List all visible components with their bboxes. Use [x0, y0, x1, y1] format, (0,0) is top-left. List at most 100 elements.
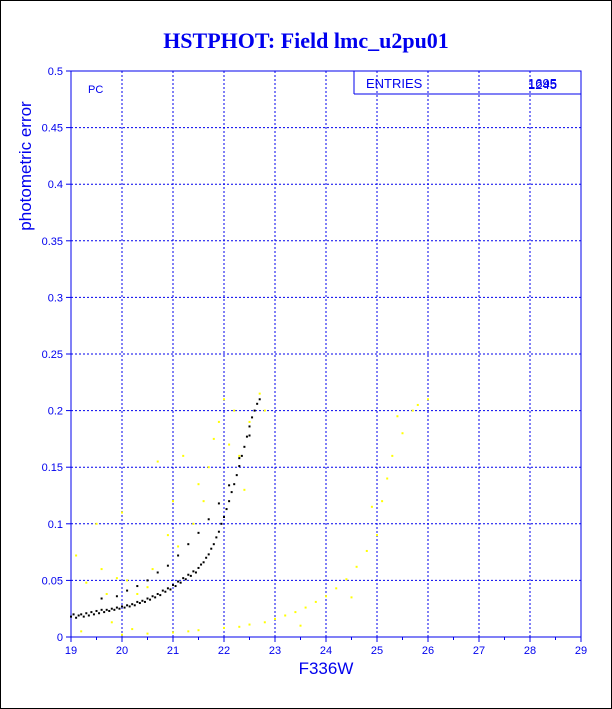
data-point-black — [156, 571, 159, 574]
data-point-black — [238, 465, 241, 468]
data-point-black — [131, 603, 134, 606]
data-point-black — [85, 612, 88, 615]
data-point-black — [118, 607, 121, 610]
data-point-yellow — [197, 483, 200, 486]
chart-title: HSTPHOT: Field lmc_u2pu01 — [163, 28, 449, 53]
x-tick-label: 26 — [422, 645, 434, 657]
data-point-yellow — [299, 624, 302, 627]
data-point-black — [233, 483, 236, 486]
data-point-yellow — [223, 626, 225, 629]
data-point-black — [77, 614, 80, 617]
data-point-black — [200, 563, 203, 566]
data-point-yellow — [172, 631, 174, 634]
data-point-yellow — [258, 392, 261, 395]
data-point-black — [225, 508, 228, 511]
data-point-yellow — [228, 443, 231, 446]
data-point-black — [115, 595, 118, 598]
data-point-yellow — [80, 630, 83, 633]
data-point-black — [169, 588, 172, 591]
scatter-points — [70, 392, 429, 636]
data-point-yellow — [100, 568, 103, 571]
data-point-yellow — [248, 623, 251, 626]
x-tick-label: 28 — [524, 645, 536, 657]
data-point-black — [146, 579, 149, 582]
data-point-yellow — [166, 534, 169, 537]
tick-marks — [66, 70, 582, 642]
data-point-black — [136, 600, 139, 603]
data-point-black — [126, 604, 129, 607]
data-point-black — [238, 457, 241, 460]
data-point-black — [143, 600, 146, 603]
data-point-yellow — [248, 420, 251, 423]
data-point-yellow — [263, 621, 266, 624]
data-point-black — [172, 583, 174, 586]
data-point-yellow — [274, 617, 276, 620]
data-point-black — [161, 589, 164, 592]
data-point-yellow — [182, 454, 185, 457]
data-point-yellow — [376, 534, 378, 537]
data-point-black — [113, 608, 116, 611]
data-point-yellow — [386, 477, 389, 480]
data-point-yellow — [217, 420, 220, 423]
data-point-black — [212, 543, 215, 546]
data-point-yellow — [110, 621, 113, 624]
data-point-yellow — [381, 500, 384, 503]
data-point-yellow — [304, 606, 307, 609]
data-point-black — [258, 398, 261, 401]
data-point-yellow — [294, 611, 297, 614]
data-point-black — [251, 416, 254, 419]
data-point-black — [177, 580, 180, 583]
data-point-black — [235, 474, 238, 477]
data-point-yellow — [411, 409, 414, 412]
data-point-black — [103, 611, 106, 614]
data-point-yellow — [365, 549, 368, 552]
data-point-black — [248, 434, 251, 437]
data-point-yellow — [314, 600, 317, 603]
data-point-black — [179, 581, 182, 584]
data-point-yellow — [391, 454, 394, 457]
data-point-yellow — [146, 632, 149, 635]
data-point-yellow — [146, 586, 149, 589]
y-tick-label: 0.4 — [48, 179, 63, 191]
data-point-black — [115, 606, 118, 609]
data-point-black — [126, 589, 129, 592]
data-point-yellow — [126, 579, 129, 582]
data-point-black — [189, 574, 192, 577]
data-point-black — [87, 614, 90, 617]
data-point-yellow — [156, 460, 159, 463]
data-point-black — [121, 605, 123, 608]
data-point-yellow — [212, 437, 215, 440]
data-point-black — [70, 615, 72, 618]
y-tick-label: 0 — [57, 632, 63, 644]
data-point-yellow — [427, 398, 429, 401]
data-point-yellow — [121, 511, 123, 514]
x-axis-label: F336W — [299, 659, 354, 678]
data-point-black — [184, 578, 187, 581]
data-point-black — [228, 500, 231, 503]
data-point-black — [141, 599, 144, 602]
data-point-yellow — [121, 633, 123, 636]
data-point-yellow — [335, 587, 338, 590]
data-point-black — [187, 543, 190, 546]
stats-box-label: ENTRIES — [366, 76, 423, 91]
data-point-black — [207, 553, 210, 556]
data-point-black — [230, 491, 233, 494]
data-point-yellow — [105, 592, 108, 595]
data-point-yellow — [197, 629, 200, 632]
data-point-black — [159, 594, 162, 597]
data-point-black — [149, 598, 152, 601]
data-point-black — [138, 602, 141, 605]
data-point-black — [207, 518, 210, 521]
data-point-yellow — [75, 554, 78, 557]
data-point-yellow — [396, 415, 399, 418]
data-point-black — [240, 454, 243, 457]
y-tick-label: 0.25 — [42, 349, 63, 361]
data-point-black — [253, 409, 256, 412]
y-tick-label: 0.45 — [42, 123, 63, 135]
data-point-black — [228, 484, 231, 487]
data-point-black — [105, 608, 108, 611]
data-point-black — [223, 516, 225, 519]
data-point-black — [174, 585, 177, 588]
data-point-black — [154, 596, 157, 599]
data-point-black — [146, 597, 149, 600]
